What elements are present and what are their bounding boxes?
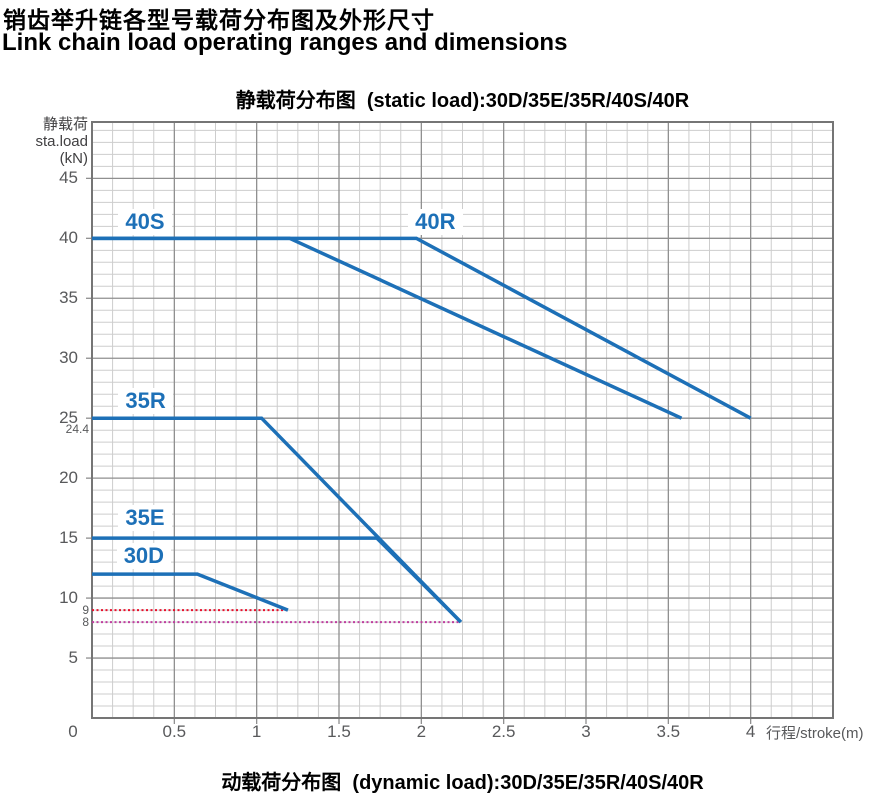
series-line-40S [92, 236, 683, 420]
static-chart-title: 静载荷分布图 (static load):30D/35E/35R/40S/40R [235, 90, 690, 112]
series-line-35R [92, 416, 463, 624]
page-title-en: Link chain load operating ranges and dim… [2, 29, 568, 56]
page-title-zh: 销齿举升链各型号载荷分布图及外形尺寸 [3, 7, 435, 33]
x-axis-unit-label: 行程/stroke(m) [766, 725, 864, 742]
dynamic-chart-title: 动载荷分布图 (dynamic load):30D/35E/35R/40S/40… [221, 772, 704, 794]
y-axis-unit-label: 静载荷 sta.load (kN) [35, 116, 88, 167]
series-line-40R [92, 236, 752, 420]
series-line-35E [92, 536, 463, 624]
series-line-30D [92, 572, 289, 612]
plot-border [91, 121, 834, 719]
